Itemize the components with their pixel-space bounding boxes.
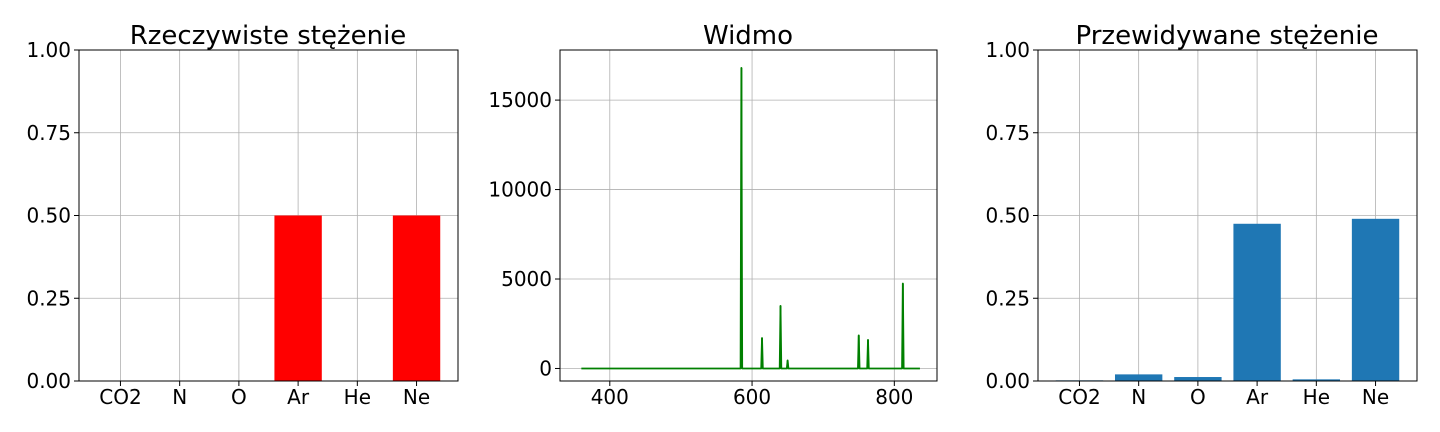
x-tick-label: CO2: [99, 385, 141, 409]
y-tick-label: 0.50: [26, 204, 71, 228]
bar-o: [1174, 377, 1222, 381]
x-tick-label: 400: [591, 385, 629, 409]
x-tick-label: Ar: [287, 385, 310, 409]
bar-ar: [1233, 223, 1281, 381]
y-tick-label: 0: [539, 356, 552, 380]
bar-n: [1114, 374, 1163, 381]
bar-he: [1292, 379, 1341, 381]
y-tick-label: 1.00: [985, 38, 1030, 62]
bar-ar: [274, 215, 322, 381]
plot-frame: [559, 49, 938, 382]
predicted-concentration-chart: Przewidywane stężenie 0.00 0.25 0.50 0.75 1.…: [985, 21, 1418, 409]
x-tick-label: N: [172, 385, 187, 409]
real-concentration-chart: Rzeczywiste stężenie 0.00 0.25 0.50 0.75 1.0…: [26, 21, 459, 409]
x-tick-label: Ne: [403, 385, 430, 409]
x-tick-label: CO2: [1058, 385, 1100, 409]
y-tick-label: 0.75: [985, 121, 1030, 145]
x-tick-label: O: [231, 385, 247, 409]
x-tick-label: Ne: [1362, 385, 1389, 409]
spectrum-line: [581, 66, 920, 370]
y-tick-label: 0.25: [985, 286, 1030, 310]
chart-title: Widmo: [703, 21, 793, 51]
chart-title: Przewidywane stężenie: [1076, 21, 1379, 51]
y-tick-label: 0.00: [985, 369, 1030, 393]
spectrum-chart: Widmo 0 5000 10000 15000 400 600 800: [488, 21, 938, 409]
x-tick-label: N: [1131, 385, 1146, 409]
x-tick-label: O: [1190, 385, 1206, 409]
x-tick-label: He: [344, 385, 371, 409]
y-tick-label: 15000: [488, 88, 552, 112]
bar-ne: [1351, 218, 1400, 381]
bar-ne: [392, 215, 441, 381]
chart-title: Rzeczywiste stężenie: [130, 21, 407, 51]
x-tick-label: 800: [875, 385, 913, 409]
y-tick-label: 0.50: [985, 204, 1030, 228]
x-tick-label: Ar: [1246, 385, 1269, 409]
x-tick-label: He: [1303, 385, 1330, 409]
y-tick-label: 0.00: [26, 369, 71, 393]
y-tick-label: 5000: [501, 267, 552, 291]
y-tick-label: 1.00: [26, 38, 71, 62]
y-tick-label: 0.25: [26, 286, 71, 310]
x-tick-label: 600: [733, 385, 771, 409]
y-tick-label: 0.75: [26, 121, 71, 145]
y-tick-label: 10000: [488, 178, 552, 202]
